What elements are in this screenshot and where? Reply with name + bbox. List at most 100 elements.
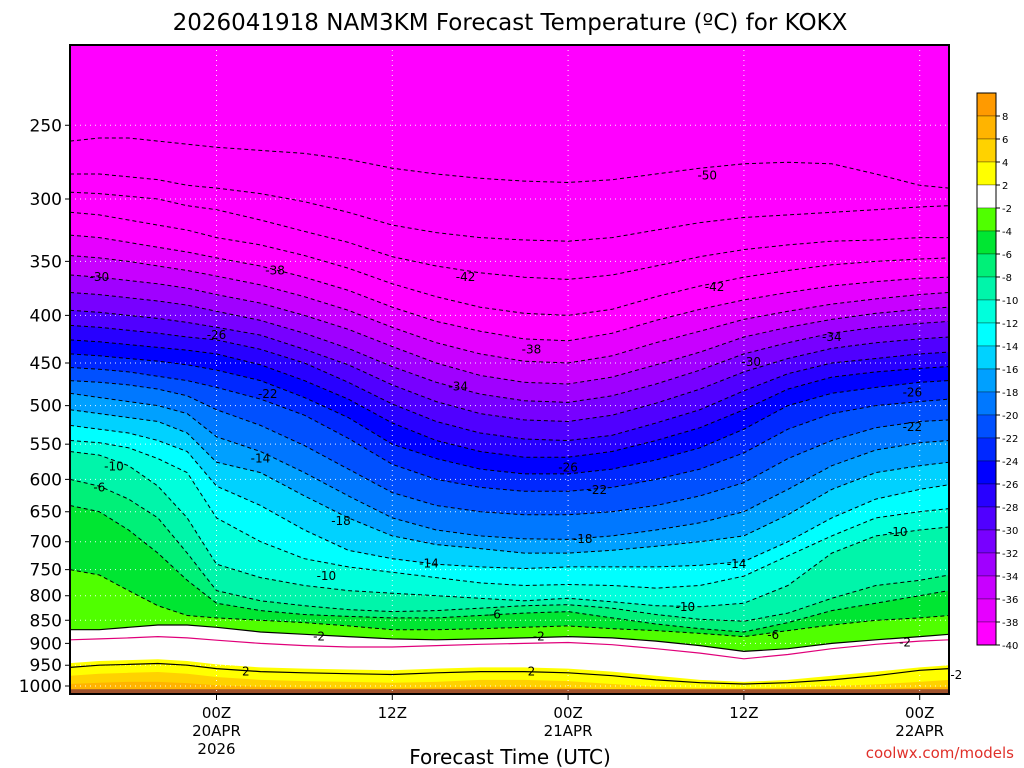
colorbar-label: -2 xyxy=(1002,204,1012,215)
contour-label: -34 xyxy=(822,330,842,344)
colorbar-swatch xyxy=(976,575,997,600)
contour-label: -14 xyxy=(251,452,271,466)
colorbar-label: 4 xyxy=(1002,158,1008,169)
contour--50 xyxy=(70,137,949,189)
contour-label: -22 xyxy=(258,387,278,401)
colorbar-label: -24 xyxy=(1002,457,1018,468)
colorbar-label: -34 xyxy=(1002,572,1018,583)
y-tick-label: 750 xyxy=(30,561,62,581)
x-tick-label: 12Z xyxy=(378,704,407,722)
contour-label: -6 xyxy=(93,480,105,494)
contour--12 xyxy=(70,440,949,589)
x-tick-label: 21APR xyxy=(544,722,593,740)
contour-label: -10 xyxy=(888,525,908,539)
contour--20 xyxy=(70,380,949,516)
contour-label: -10 xyxy=(317,569,337,583)
contour--40 xyxy=(70,211,949,316)
y-tick-label: 500 xyxy=(30,397,62,417)
contour--8 xyxy=(70,478,949,622)
contour--22 xyxy=(70,367,949,492)
colorbar-swatch xyxy=(976,115,997,140)
contour--4 xyxy=(70,569,949,638)
y-tick-label: 450 xyxy=(30,354,62,374)
contour-label: -2 xyxy=(950,668,962,682)
contour-label: -6 xyxy=(489,608,501,622)
colorbar-label: -30 xyxy=(1002,526,1018,537)
colorbar-label: -28 xyxy=(1002,503,1018,514)
y-tick-label: 1000 xyxy=(19,677,62,697)
x-tick-label: 00Z xyxy=(202,704,231,722)
contour--38 xyxy=(70,234,949,342)
colorbar-swatch xyxy=(976,483,997,508)
contour-2 xyxy=(70,662,949,685)
contour-label: -14 xyxy=(727,557,747,571)
contour-label: -38 xyxy=(522,342,542,356)
colorbar-swatch xyxy=(976,138,997,163)
colorbar-swatch xyxy=(976,437,997,462)
contour-label: -22 xyxy=(903,420,923,434)
plot-frame xyxy=(69,44,950,695)
colorbar-label: -8 xyxy=(1002,273,1012,284)
colorbar-swatch xyxy=(976,414,997,439)
contour--26 xyxy=(70,339,949,458)
colorbar-swatch xyxy=(976,598,997,623)
colorbar-swatch xyxy=(976,552,997,577)
contour--46 xyxy=(70,173,949,242)
colorbar-label: -26 xyxy=(1002,480,1018,491)
colorbar-swatch xyxy=(976,368,997,393)
colorbar-label: -18 xyxy=(1002,388,1018,399)
credit-text: coolwx.com/models xyxy=(866,744,1014,762)
contour-label: -2 xyxy=(313,630,325,644)
y-tick-label: 350 xyxy=(30,252,62,272)
contour--36 xyxy=(70,255,949,364)
colorbar-swatch xyxy=(976,299,997,324)
contour-label: -50 xyxy=(697,168,717,182)
y-tick-label: 250 xyxy=(30,116,62,136)
colorbar-swatch xyxy=(976,161,997,186)
colorbar-label: 8 xyxy=(1002,112,1008,123)
contour-label: -2 xyxy=(899,635,911,649)
colorbar-label: -40 xyxy=(1002,641,1018,652)
x-tick-label: 00Z xyxy=(553,704,582,722)
contour--32 xyxy=(70,292,949,403)
contour--42 xyxy=(70,191,949,280)
contour-label: -18 xyxy=(331,514,351,528)
contour--24 xyxy=(70,353,949,475)
colorbar-swatch xyxy=(976,253,997,278)
colorbar-swatch xyxy=(976,322,997,347)
contour-label: -42 xyxy=(705,280,725,294)
contour-label: -2 xyxy=(533,630,545,644)
contour-label: -34 xyxy=(448,380,468,394)
contour--28 xyxy=(70,324,949,442)
x-tick-label: 2026 xyxy=(197,740,235,758)
contour-label: -26 xyxy=(903,385,923,399)
ground-fill xyxy=(70,689,949,694)
colorbar-swatch xyxy=(976,460,997,485)
grid-lines xyxy=(70,45,949,694)
contour-label: -10 xyxy=(675,600,695,614)
contour-label: -30 xyxy=(89,270,109,284)
y-tick-label: 650 xyxy=(30,503,62,523)
y-tick-label: 950 xyxy=(30,656,62,676)
x-tick-label: 12Z xyxy=(729,704,758,722)
y-tick-label: 700 xyxy=(30,533,62,553)
freezing-line xyxy=(70,635,949,660)
contour-label: 2 xyxy=(242,665,250,679)
contour-labels: -50-42-42-38-38-34-34-30-30-26-26-26-22-… xyxy=(89,168,962,682)
colorbar-swatch xyxy=(976,230,997,255)
contour-label: -10 xyxy=(104,459,124,473)
x-tick-label: 00Z xyxy=(905,704,934,722)
y-tick-label: 400 xyxy=(30,306,62,326)
contour-label: -26 xyxy=(558,461,578,475)
chart-title: 2026041918 NAM3KM Forecast Temperature (… xyxy=(173,10,848,36)
colorbar-swatch xyxy=(976,207,997,232)
colorbar-label: 2 xyxy=(1002,181,1008,192)
colorbar-swatch xyxy=(976,621,997,646)
contour-label: -14 xyxy=(419,557,439,571)
x-tick-label: 22APR xyxy=(895,722,944,740)
contour-label: -22 xyxy=(588,483,608,497)
colorbar-label: 6 xyxy=(1002,135,1008,146)
x-tick-label: 20APR xyxy=(192,722,241,740)
